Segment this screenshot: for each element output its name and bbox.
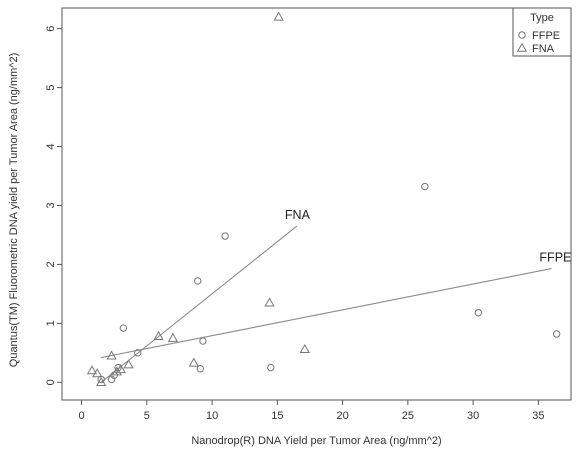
data-point-fna <box>123 359 134 369</box>
data-point-ffpe <box>552 330 561 338</box>
legend-marker-ffpe <box>518 31 526 39</box>
data-point-ffpe <box>133 349 142 357</box>
data-point-fna <box>95 377 107 387</box>
y-tick-label: 5 <box>45 85 57 91</box>
data-point-ffpe <box>119 324 128 332</box>
x-tick-label: 5 <box>144 410 150 422</box>
data-point-ffpe <box>474 309 483 317</box>
data-point-fna <box>86 365 98 375</box>
data-point-fna <box>273 11 284 21</box>
y-tick-label: 2 <box>45 261 57 267</box>
x-tick-label: 10 <box>206 410 218 422</box>
legend-title: Type <box>530 12 554 24</box>
data-point-ffpe <box>421 182 429 191</box>
data-point-ffpe <box>267 363 275 372</box>
legend-marker-fna <box>516 42 528 52</box>
fit-label-ffpe: FFPE <box>539 251 571 265</box>
x-tick-label: 30 <box>467 410 479 422</box>
y-axis: 0 1 2 3 4 5 6 <box>45 26 62 385</box>
x-tick-label: 20 <box>336 410 348 422</box>
x-tick-label: 15 <box>271 410 283 422</box>
data-point-fna <box>106 350 117 360</box>
x-tick-label: 35 <box>532 410 544 422</box>
x-axis: 0 5 10 15 20 25 30 35 <box>79 400 544 422</box>
data-point-fna <box>299 343 310 354</box>
fit-labels: FNA FFPE <box>285 208 571 264</box>
data-point-fna <box>115 364 126 374</box>
y-tick-label: 1 <box>45 320 57 326</box>
plot-frame <box>61 7 572 401</box>
data-points <box>86 11 561 387</box>
data-point-fna <box>111 366 122 376</box>
data-point-fna <box>188 357 199 367</box>
data-point-fna <box>92 368 103 378</box>
data-point-ffpe <box>196 365 205 373</box>
fit-label-fna: FNA <box>285 208 311 222</box>
data-point-ffpe <box>199 337 207 345</box>
x-tick-label: 25 <box>402 410 414 422</box>
y-tick-label: 4 <box>45 143 57 149</box>
x-axis-label: Nanodrop(R) DNA Yield per Tumor Area (ng… <box>191 435 441 447</box>
data-point-ffpe <box>221 232 229 240</box>
fit-line-fna <box>100 225 298 383</box>
data-point-ffpe <box>194 277 202 285</box>
x-tick-label: 0 <box>79 410 85 422</box>
fit-line-ffpe <box>101 268 552 359</box>
data-point-ffpe <box>114 363 122 372</box>
fit-lines <box>100 225 552 383</box>
legend-label-ffpe: FFPE <box>532 30 560 42</box>
y-axis-label: Quantus(TM) Fluorometric DNA yield per T… <box>8 53 20 367</box>
legend-label-fna: FNA <box>532 43 555 55</box>
y-tick-label: 6 <box>45 26 57 32</box>
y-tick-label: 0 <box>45 379 57 385</box>
data-point-fna <box>153 331 164 341</box>
y-tick-label: 3 <box>45 202 57 208</box>
data-point-fna <box>264 297 275 307</box>
data-point-fna <box>167 332 179 342</box>
